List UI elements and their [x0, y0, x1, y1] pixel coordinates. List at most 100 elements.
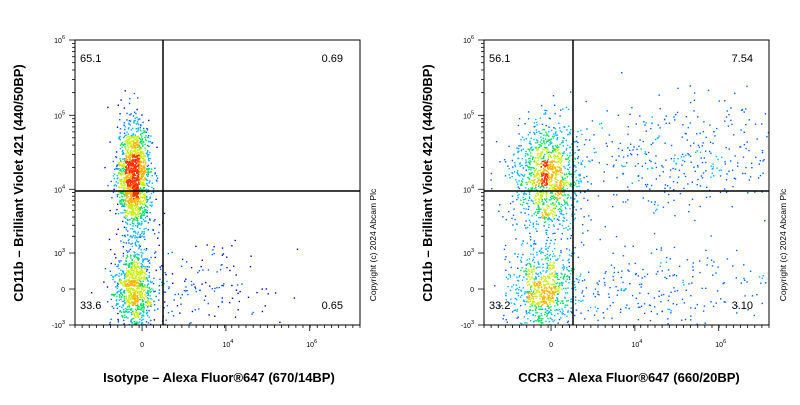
event-dot	[555, 179, 556, 180]
event-dot	[623, 156, 624, 157]
event-dot	[123, 183, 124, 184]
event-dot	[546, 290, 547, 291]
event-dot	[147, 269, 148, 270]
event-dot	[557, 161, 558, 162]
event-dot	[143, 236, 144, 237]
event-dot	[586, 156, 587, 157]
event-dot	[578, 162, 579, 163]
event-dot	[565, 288, 566, 289]
event-dot	[551, 284, 552, 285]
event-dot	[702, 162, 703, 163]
event-dot	[523, 176, 524, 177]
event-dot	[724, 100, 725, 101]
event-dot	[556, 309, 557, 310]
event-dot	[742, 173, 743, 174]
event-dot	[663, 171, 664, 172]
event-dot	[557, 150, 558, 151]
event-dot	[554, 226, 555, 227]
event-dot	[654, 233, 655, 234]
event-dot	[124, 300, 125, 301]
event-dot	[118, 163, 119, 164]
event-dot	[127, 317, 128, 318]
event-dot	[132, 209, 133, 210]
event-dot	[568, 109, 569, 110]
event-dot	[655, 155, 656, 156]
event-dot	[134, 93, 135, 94]
event-dot	[129, 103, 130, 104]
event-dot	[656, 209, 657, 210]
event-dot	[147, 302, 148, 303]
event-dot	[142, 315, 143, 316]
event-dot	[515, 166, 516, 167]
event-dot	[526, 138, 527, 139]
event-dot	[554, 267, 555, 268]
event-dot	[550, 312, 551, 313]
event-dot	[143, 161, 144, 162]
event-dot	[560, 277, 561, 278]
event-dot	[127, 151, 128, 152]
event-dot	[131, 209, 132, 210]
event-dot	[143, 319, 144, 320]
event-dot	[646, 154, 647, 155]
event-dot	[618, 155, 619, 156]
event-dot	[533, 292, 534, 293]
event-dot	[543, 276, 544, 277]
event-dot	[529, 233, 530, 234]
event-dot	[138, 192, 139, 193]
event-dot	[726, 179, 727, 180]
event-dot	[562, 205, 563, 206]
event-dot	[565, 304, 566, 305]
event-dot	[117, 177, 118, 178]
event-dot	[529, 271, 530, 272]
event-dot	[121, 289, 122, 290]
event-dot	[182, 294, 183, 295]
event-dot	[543, 175, 544, 176]
event-dot	[148, 300, 149, 301]
event-dot	[562, 179, 563, 180]
event-dot	[218, 306, 219, 307]
event-dot	[547, 263, 548, 264]
event-dot	[144, 294, 145, 295]
event-dot	[143, 132, 144, 133]
event-dot	[529, 179, 530, 180]
event-dot	[145, 189, 146, 190]
event-dot	[124, 317, 125, 318]
event-dot	[533, 224, 534, 225]
event-dot	[535, 296, 536, 297]
event-dot	[539, 318, 540, 319]
event-dot	[145, 228, 146, 229]
event-dot	[130, 309, 131, 310]
event-dot	[517, 256, 518, 257]
event-dot	[562, 285, 563, 286]
event-dot	[697, 304, 698, 305]
event-dot	[512, 176, 513, 177]
event-dot	[563, 278, 564, 279]
event-dot	[552, 187, 553, 188]
event-dot	[658, 124, 659, 125]
event-dot	[545, 200, 546, 201]
event-dot	[530, 299, 531, 300]
event-dot	[552, 146, 553, 147]
event-dot	[134, 184, 135, 185]
event-dot	[569, 208, 570, 209]
event-dot	[555, 170, 556, 171]
event-dot	[547, 314, 548, 315]
event-dot	[144, 203, 145, 204]
event-dot	[534, 257, 535, 258]
event-dot	[124, 210, 125, 211]
event-dot	[526, 301, 527, 302]
event-dot	[116, 166, 117, 167]
event-dot	[668, 194, 669, 195]
event-dot	[522, 158, 523, 159]
event-dot	[128, 311, 129, 312]
event-dot	[565, 207, 566, 208]
event-dot	[141, 317, 142, 318]
event-dot	[732, 265, 733, 266]
event-dot	[546, 303, 547, 304]
event-dot	[582, 233, 583, 234]
event-dot	[138, 184, 139, 185]
event-dot	[628, 271, 629, 272]
event-dot	[530, 222, 531, 223]
event-dot	[530, 285, 531, 286]
event-dot	[547, 149, 548, 150]
